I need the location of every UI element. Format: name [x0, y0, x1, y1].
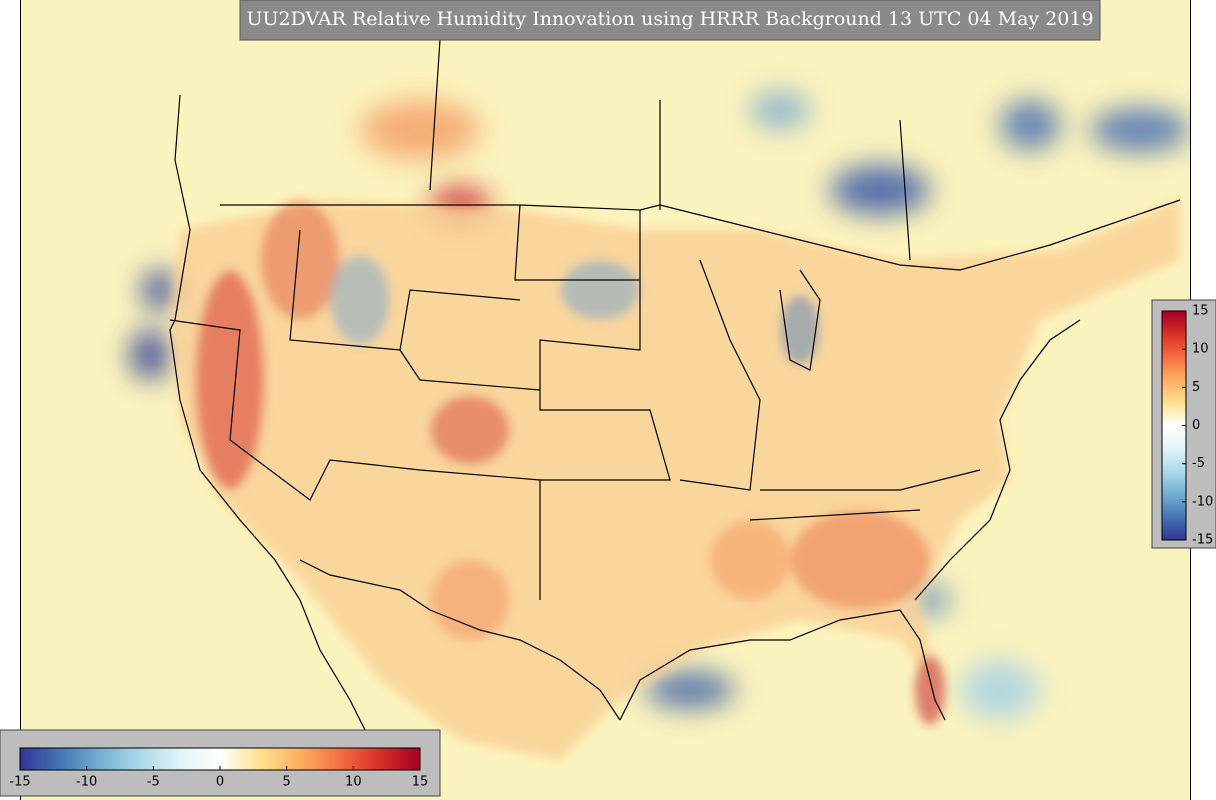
title-box [239, 0, 1101, 41]
title: UU2DVAR Relative Humidity Innovation usi… [246, 8, 1093, 30]
tick-label: -10 [1192, 494, 1213, 509]
tick-label: 0 [1192, 418, 1200, 433]
tick-label: -5 [147, 775, 160, 790]
tick-label: 0 [216, 775, 224, 790]
tick-label: -15 [9, 775, 30, 790]
colorbar-horizontal-ticks: -15 -10 -5 0 5 10 15 [9, 766, 428, 790]
tick-label: -10 [76, 775, 97, 790]
map-field [20, 0, 1190, 800]
tick-label: 15 [412, 775, 429, 790]
tick-label: 5 [1192, 380, 1200, 395]
tick-label: 10 [345, 775, 362, 790]
tick-label: 15 [1192, 304, 1209, 319]
tick-label: 5 [283, 775, 291, 790]
colorbar-vertical-ticks: -15 -10 -5 0 5 10 15 [1182, 304, 1213, 548]
boundaries [169, 39, 1181, 761]
tick-label: -15 [1192, 533, 1213, 548]
tick-label: 10 [1192, 342, 1209, 357]
tick-label: -5 [1192, 456, 1205, 471]
